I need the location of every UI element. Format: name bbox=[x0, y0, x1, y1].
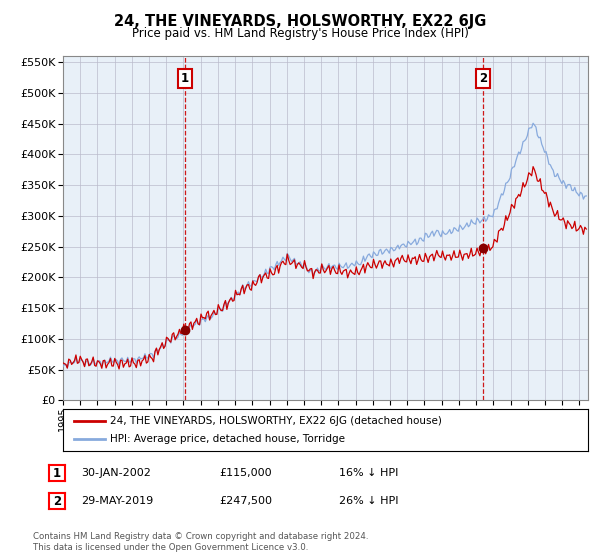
Text: 16% ↓ HPI: 16% ↓ HPI bbox=[339, 468, 398, 478]
Text: 26% ↓ HPI: 26% ↓ HPI bbox=[339, 496, 398, 506]
Text: £247,500: £247,500 bbox=[219, 496, 272, 506]
Text: Price paid vs. HM Land Registry's House Price Index (HPI): Price paid vs. HM Land Registry's House … bbox=[131, 27, 469, 40]
Text: 24, THE VINEYARDS, HOLSWORTHY, EX22 6JG (detached house): 24, THE VINEYARDS, HOLSWORTHY, EX22 6JG … bbox=[110, 416, 442, 426]
Text: 2: 2 bbox=[479, 72, 487, 85]
Text: HPI: Average price, detached house, Torridge: HPI: Average price, detached house, Torr… bbox=[110, 434, 345, 444]
Text: 1: 1 bbox=[53, 466, 61, 480]
Text: £115,000: £115,000 bbox=[219, 468, 272, 478]
Text: 1: 1 bbox=[181, 72, 189, 85]
Text: Contains HM Land Registry data © Crown copyright and database right 2024.
This d: Contains HM Land Registry data © Crown c… bbox=[33, 533, 368, 552]
Text: 2: 2 bbox=[53, 494, 61, 508]
Text: 24, THE VINEYARDS, HOLSWORTHY, EX22 6JG: 24, THE VINEYARDS, HOLSWORTHY, EX22 6JG bbox=[114, 14, 486, 29]
Text: 30-JAN-2002: 30-JAN-2002 bbox=[81, 468, 151, 478]
Text: 29-MAY-2019: 29-MAY-2019 bbox=[81, 496, 153, 506]
